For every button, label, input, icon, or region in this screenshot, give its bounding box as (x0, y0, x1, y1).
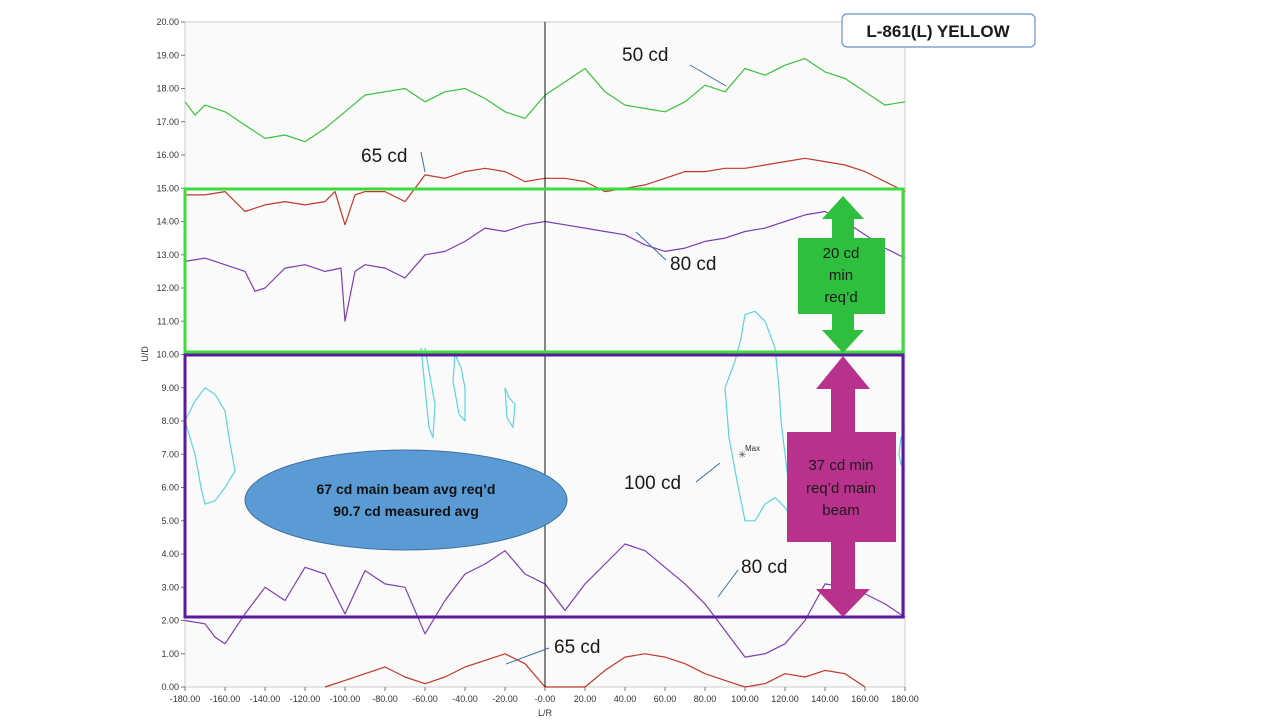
max-marker-label: Max (745, 444, 760, 453)
y-tick-label: 18.00 (156, 84, 179, 94)
average-ellipse-line-1: 67 cd main beam avg req’d (317, 481, 496, 497)
x-axis-ticks: -180.00 -160.00 -140.00 -120.00 -100.00 -80.0… (170, 687, 919, 704)
series-line-1 (185, 157, 906, 226)
x-tick-label: 80.00 (694, 694, 717, 704)
label-65cd-top: 65 cd (361, 146, 407, 167)
leader-100cd (695, 462, 721, 483)
green-arrow-line-2: min (829, 267, 853, 284)
leader-80cd-bottom (717, 569, 739, 598)
x-axis-title: L/R (538, 708, 553, 718)
label-65cd-bottom: 65 cd (554, 637, 600, 658)
max-marker: ✳ Max (738, 444, 760, 461)
label-80cd-bottom: 80 cd (741, 557, 787, 578)
y-tick-label: 20.00 (156, 17, 179, 27)
purple-range-box (183, 353, 905, 619)
leader-65cd-top (420, 151, 426, 173)
x-tick-label: -140.00 (250, 694, 281, 704)
x-tick-label: -0.00 (535, 694, 556, 704)
average-ellipse-line-2: 90.7 cd measured avg (333, 503, 479, 519)
x-tick-label: -20.00 (492, 694, 518, 704)
green-min-arrow: 20 cd min req’d (798, 196, 885, 353)
y-tick-label: 7.00 (161, 449, 179, 459)
series-line-2 (184, 210, 906, 322)
y-tick-label: 16.00 (156, 150, 179, 160)
x-tick-label: 120.00 (771, 694, 799, 704)
series-line-5 (184, 387, 236, 505)
y-tick-label: 5.00 (161, 516, 179, 526)
y-tick-label: 6.00 (161, 483, 179, 493)
y-tick-label: 11.00 (157, 316, 179, 326)
magenta-arrow-line-3: beam (822, 502, 860, 519)
y-tick-label: 8.00 (161, 416, 179, 426)
series-line-0 (184, 57, 906, 143)
average-ellipse: 67 cd main beam avg req’d 90.7 cd measur… (244, 449, 568, 551)
y-axis-title: U/D (140, 346, 150, 362)
series-line-9 (504, 387, 516, 429)
y-tick-label: 4.00 (161, 549, 179, 559)
y-tick-label: 17.00 (156, 117, 179, 127)
y-tick-label: 10.00 (156, 350, 179, 360)
x-tick-label: -40.00 (452, 694, 478, 704)
title-badge: L-861(L) YELLOW (841, 13, 1036, 48)
magenta-arrow-line-1: 37 cd min (808, 457, 873, 474)
green-arrow-shape (798, 196, 885, 353)
average-ellipse-shape (244, 449, 568, 551)
series-layer (184, 57, 906, 688)
x-tick-label: 140.00 (811, 694, 839, 704)
label-80cd-top: 80 cd (670, 254, 716, 275)
x-tick-label: 20.00 (574, 694, 597, 704)
series-line-7 (420, 347, 436, 439)
label-100cd: 100 cd (624, 473, 681, 494)
y-tick-label: 1.00 (161, 649, 179, 659)
title-badge-box (841, 13, 1036, 48)
y-tick-label: 14.00 (156, 217, 179, 227)
title-badge-text: L-861(L) YELLOW (866, 22, 1010, 41)
y-tick-label: 0.00 (161, 682, 179, 692)
x-tick-label: -160.00 (210, 694, 241, 704)
leader-80cd-top (635, 231, 667, 261)
x-tick-label: -180.00 (170, 694, 201, 704)
x-tick-label: 60.00 (654, 694, 677, 704)
x-tick-label: 100.00 (731, 694, 759, 704)
y-axis-ticks: 0.00 1.00 2.00 3.00 4.00 5.00 6.00 7.00 8.00 9.00… (156, 17, 185, 692)
y-tick-label: 3.00 (161, 582, 179, 592)
y-tick-label: 15.00 (156, 183, 179, 193)
x-tick-label: -60.00 (412, 694, 438, 704)
magenta-min-arrow: 37 cd min req’d main beam (787, 356, 896, 617)
y-tick-label: 12.00 (156, 283, 179, 293)
y-tick-label: 13.00 (156, 250, 179, 260)
green-range-box (183, 187, 905, 354)
x-tick-label: 40.00 (614, 694, 637, 704)
x-tick-label: -80.00 (372, 694, 398, 704)
max-marker-x: ✳ (738, 450, 746, 461)
green-arrow-line-1: 20 cd (823, 245, 860, 262)
series-line-4 (324, 653, 866, 688)
series-line-3 (184, 543, 906, 658)
y-tick-label: 2.00 (161, 616, 179, 626)
leader-65cd-bottom (505, 647, 550, 665)
x-tick-label: -120.00 (290, 694, 321, 704)
y-tick-label: 9.00 (161, 383, 179, 393)
x-tick-label: -100.00 (330, 694, 361, 704)
green-arrow-line-3: req’d (824, 289, 857, 306)
magenta-arrow-shape (787, 356, 896, 617)
leader-50cd (689, 64, 727, 87)
x-tick-label: 160.00 (851, 694, 879, 704)
x-tick-label: 180.00 (891, 694, 919, 704)
magenta-arrow-line-2: req’d main (806, 480, 876, 497)
y-tick-label: 19.00 (156, 50, 179, 60)
series-line-8 (452, 354, 466, 422)
label-50cd: 50 cd (622, 45, 668, 66)
